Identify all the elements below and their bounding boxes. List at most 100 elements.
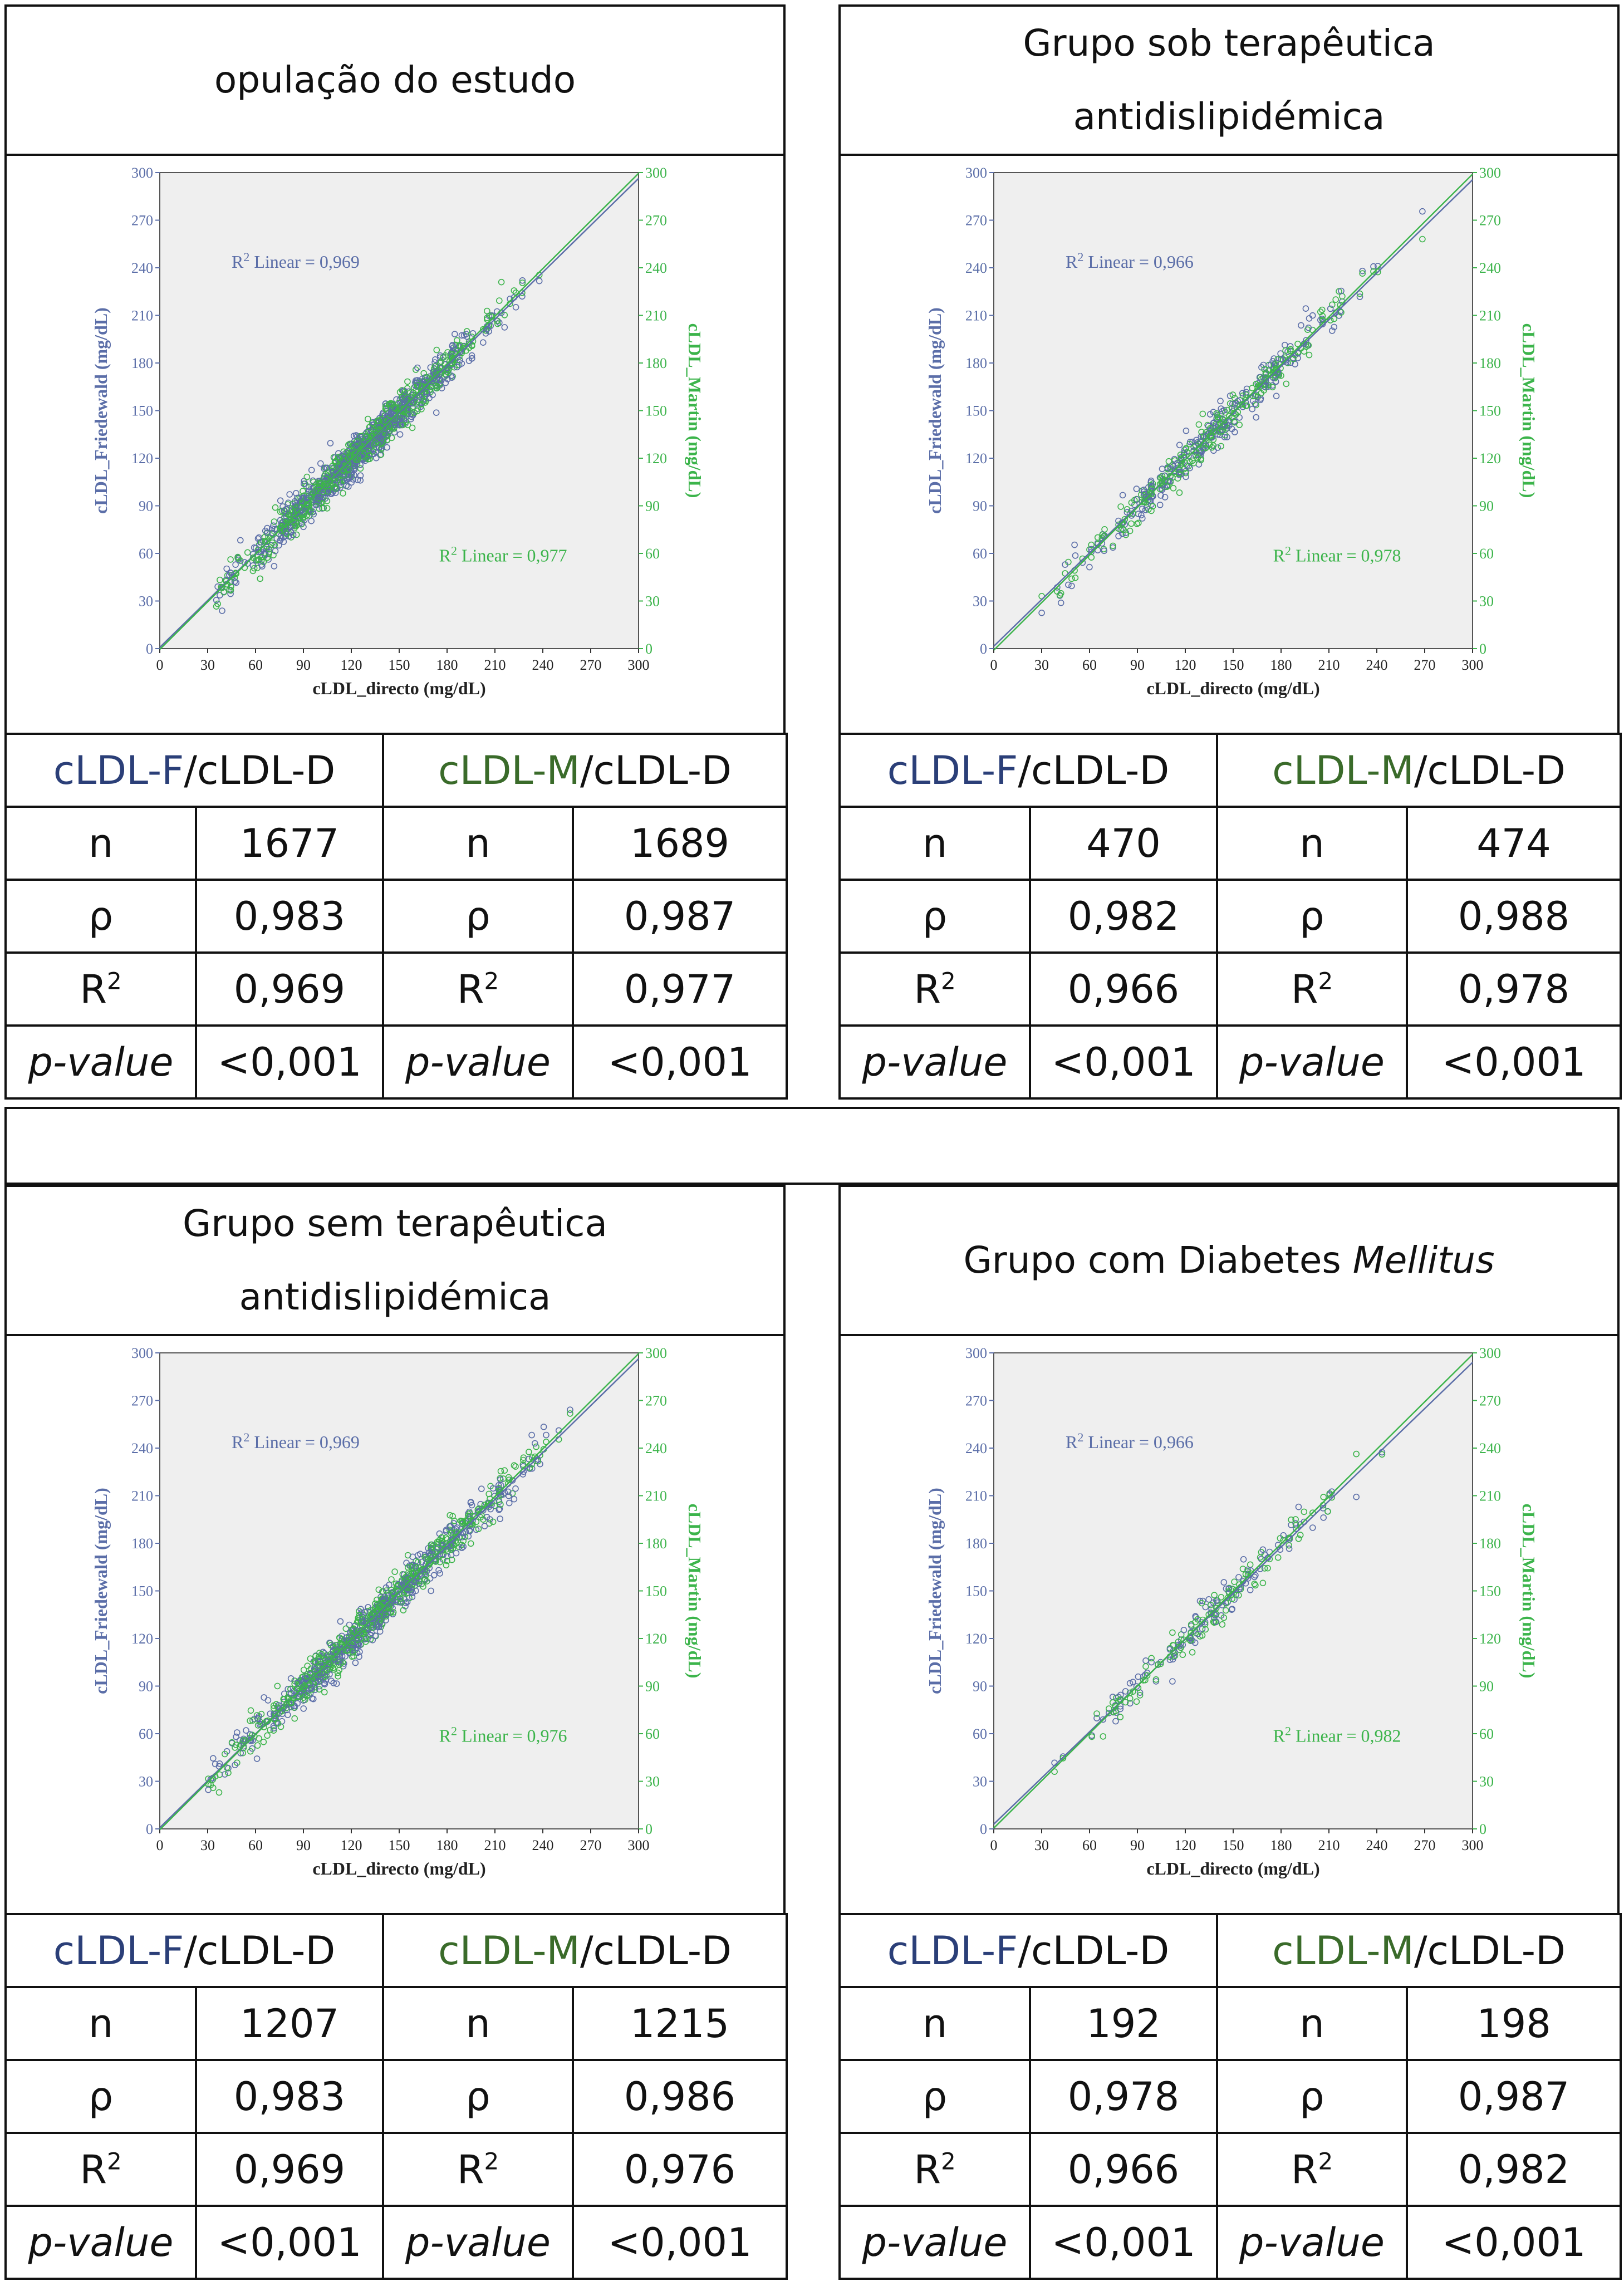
friedewald-point [1140, 488, 1147, 496]
martin-point [1353, 1450, 1360, 1458]
header-prefix: cLDL-M [438, 747, 580, 793]
martin-point [1202, 444, 1209, 452]
friedewald-point [1110, 544, 1116, 551]
friedewald-point [287, 1675, 295, 1682]
y-left-tick-label: 30 [139, 593, 153, 610]
stat-value: 198 [1406, 1986, 1622, 2061]
martin-point [474, 1506, 482, 1513]
friedewald-r2-annotation: R2 Linear = 0,969 [232, 1430, 360, 1452]
stats-header-row: cLDL-F/cLDL-D cLDL-M/cLDL-D [4, 733, 788, 808]
stat-label: R2 [4, 951, 197, 1027]
martin-point [260, 1738, 267, 1745]
y-left-tick-label: 270 [131, 213, 153, 229]
y-right-tick-label: 270 [1479, 1393, 1501, 1409]
martin-point [497, 1468, 504, 1475]
stat-value: <0,001 [572, 1024, 788, 1100]
stats-row-p: p-value <0,001 p-value <0,001 [838, 2205, 1622, 2280]
stat-label: p-value [1216, 1024, 1408, 1100]
friedewald-point [1139, 515, 1146, 522]
martin-point [1233, 1586, 1240, 1593]
friedewald-point [504, 1488, 512, 1495]
martin-fit-line [159, 1353, 639, 1831]
martin-point [1309, 1509, 1316, 1517]
friedewald-point [1123, 509, 1131, 516]
friedewald-point [303, 1675, 310, 1682]
friedewald-point [264, 529, 271, 536]
stat-label: ρ [382, 879, 574, 954]
stat-value: <0,001 [1029, 2205, 1218, 2280]
martin-point [1183, 469, 1189, 477]
y-right-tick-label: 30 [645, 593, 660, 610]
header-suffix: /cLDL-D [1414, 747, 1566, 793]
header-prefix: cLDL-F [53, 1927, 184, 1974]
r2-base: R [457, 2146, 484, 2192]
stat-value: 0,969 [195, 951, 384, 1027]
stat-label: R2 [382, 2132, 574, 2207]
martin-point [397, 1595, 404, 1602]
friedewald-point [468, 355, 475, 362]
friedewald-point [1247, 1587, 1254, 1593]
friedewald-point [280, 538, 287, 545]
friedewald-point [333, 1680, 340, 1687]
friedewald-point [1253, 414, 1260, 421]
martin-point [1183, 445, 1189, 453]
friedewald-point [236, 1737, 243, 1744]
y-right-tick-label: 90 [645, 1679, 660, 1695]
martin-point [215, 1789, 223, 1796]
martin-point [1257, 1554, 1264, 1561]
friedewald-point [1141, 490, 1148, 498]
martin-point [486, 1520, 493, 1527]
friedewald-point [1112, 1718, 1119, 1725]
y-right-tick-label: 300 [645, 165, 667, 181]
martin-point [444, 368, 451, 375]
martin-point [1186, 459, 1194, 465]
friedewald-point [227, 590, 234, 597]
martin-point [272, 504, 279, 511]
friedewald-point [232, 561, 239, 568]
friedewald-point [1225, 1585, 1232, 1592]
martin-point [1202, 1626, 1209, 1633]
martin-point [391, 1568, 398, 1575]
friedewald-point [528, 1431, 535, 1439]
friedewald-point [226, 571, 233, 578]
friedewald-point [300, 1679, 307, 1686]
friedewald-point [1152, 1678, 1160, 1685]
y-left-tick-label: 150 [965, 1583, 987, 1600]
martin-point [404, 1564, 411, 1571]
header-prefix: cLDL-M [438, 1927, 580, 1974]
stat-value: <0,001 [1406, 2205, 1622, 2280]
friedewald-point [1244, 1575, 1252, 1582]
martin-point [1243, 403, 1249, 409]
friedewald-point [1167, 465, 1174, 472]
martin-point [444, 1548, 451, 1554]
x-axis-label: cLDL_directo (mg/dL) [312, 678, 485, 698]
martin-point [1115, 521, 1122, 528]
martin-point [312, 1658, 319, 1665]
y-right-tick-label: 300 [645, 1345, 667, 1361]
friedewald-point [1336, 312, 1342, 319]
friedewald-point [1065, 581, 1072, 588]
friedewald-point [223, 565, 230, 572]
stat-value: 0,977 [572, 951, 788, 1027]
friedewald-point [292, 489, 300, 497]
y-left-tick-label: 150 [131, 403, 153, 419]
martin-point [1174, 475, 1181, 482]
y-left-tick-label: 180 [131, 1535, 153, 1552]
martin-point [227, 556, 234, 563]
friedewald-point [308, 517, 315, 524]
y-left-tick-label: 180 [965, 355, 987, 371]
martin-point [1167, 463, 1174, 470]
stat-label: p-value [4, 2205, 197, 2280]
friedewald-point [1261, 383, 1268, 390]
martin-point [383, 1587, 390, 1594]
martin-point [409, 424, 416, 431]
y-right-tick-label: 30 [1479, 1774, 1494, 1790]
stat-label: p-value [838, 1024, 1031, 1100]
friedewald-point [275, 1702, 282, 1709]
friedewald-point [434, 1544, 441, 1552]
x-tick-label: 150 [389, 657, 410, 673]
stats-row-p: p-value <0,001 p-value <0,001 [4, 2205, 788, 2280]
y-left-tick-label: 270 [965, 213, 987, 229]
y-left-tick-label: 210 [131, 1488, 153, 1504]
